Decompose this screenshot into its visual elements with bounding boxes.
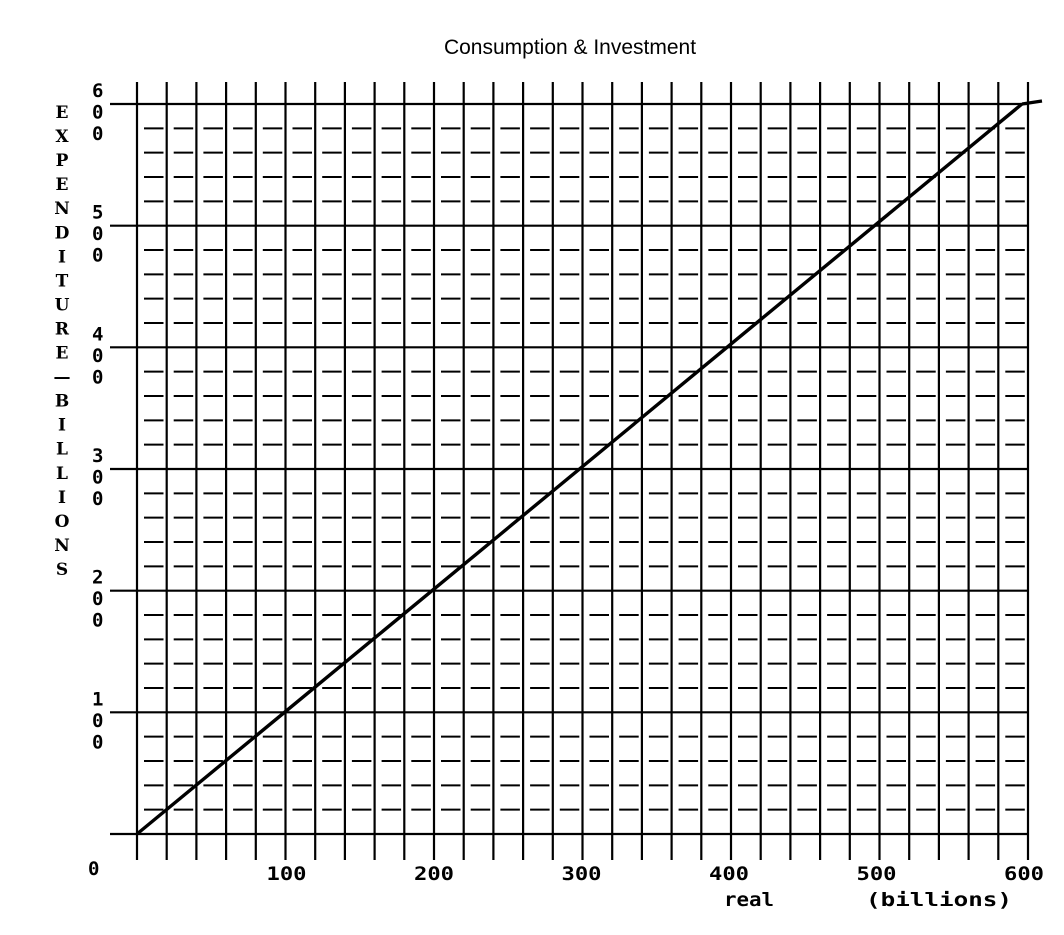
y-axis-label-char: T [56,271,69,291]
chart-title: Consumption & Investment [444,36,696,59]
y-axis-label-char: R [55,319,70,339]
y-axis-label-char: L [56,440,68,460]
series-group [135,99,1043,836]
origin-label: 0 [88,858,99,880]
y-axis-label-char: E [56,103,69,123]
y-axis-label-char: N [54,536,70,556]
series-line-extension [1021,99,1043,106]
x-tick-label: 200 [414,863,454,885]
y-axis-label-char: X [55,127,69,147]
y-axis-label-char: U [55,295,70,315]
y-axis-label-char: S [56,560,68,580]
y-axis-label-char: O [55,512,70,532]
grid [110,82,1030,860]
y-axis-label-char: L [56,464,68,484]
y-axis-label-char: — [54,368,71,388]
y-axis-label-char: N [54,199,70,219]
y-axis-label-char: I [58,416,66,436]
x-axis-label-left: real [724,889,774,911]
y-axis-label-char: B [55,392,69,412]
y-axis-label-char: P [56,151,69,171]
y-axis-label-char: D [55,223,70,243]
x-tick-label: 300 [562,863,602,885]
y-axis-label-char: E [56,344,69,364]
x-axis-label-right: (billions) [866,889,1012,911]
x-tick-label: 600 [1004,863,1044,885]
y-axis-label-char: I [58,247,66,267]
y-axis-label-char: I [58,488,66,508]
x-tick-labels: 100 200 300 400 500 600 [267,863,1045,885]
x-tick-label: 400 [709,863,749,885]
y-axis-label-char: E [56,175,69,195]
y-tick-labels: 6 0 0 5 0 0 4 0 0 3 0 0 2 0 0 1 0 0 [92,80,103,753]
x-tick-label: 500 [857,863,897,885]
x-tick-label: 100 [267,863,307,885]
series-line [135,102,1024,836]
